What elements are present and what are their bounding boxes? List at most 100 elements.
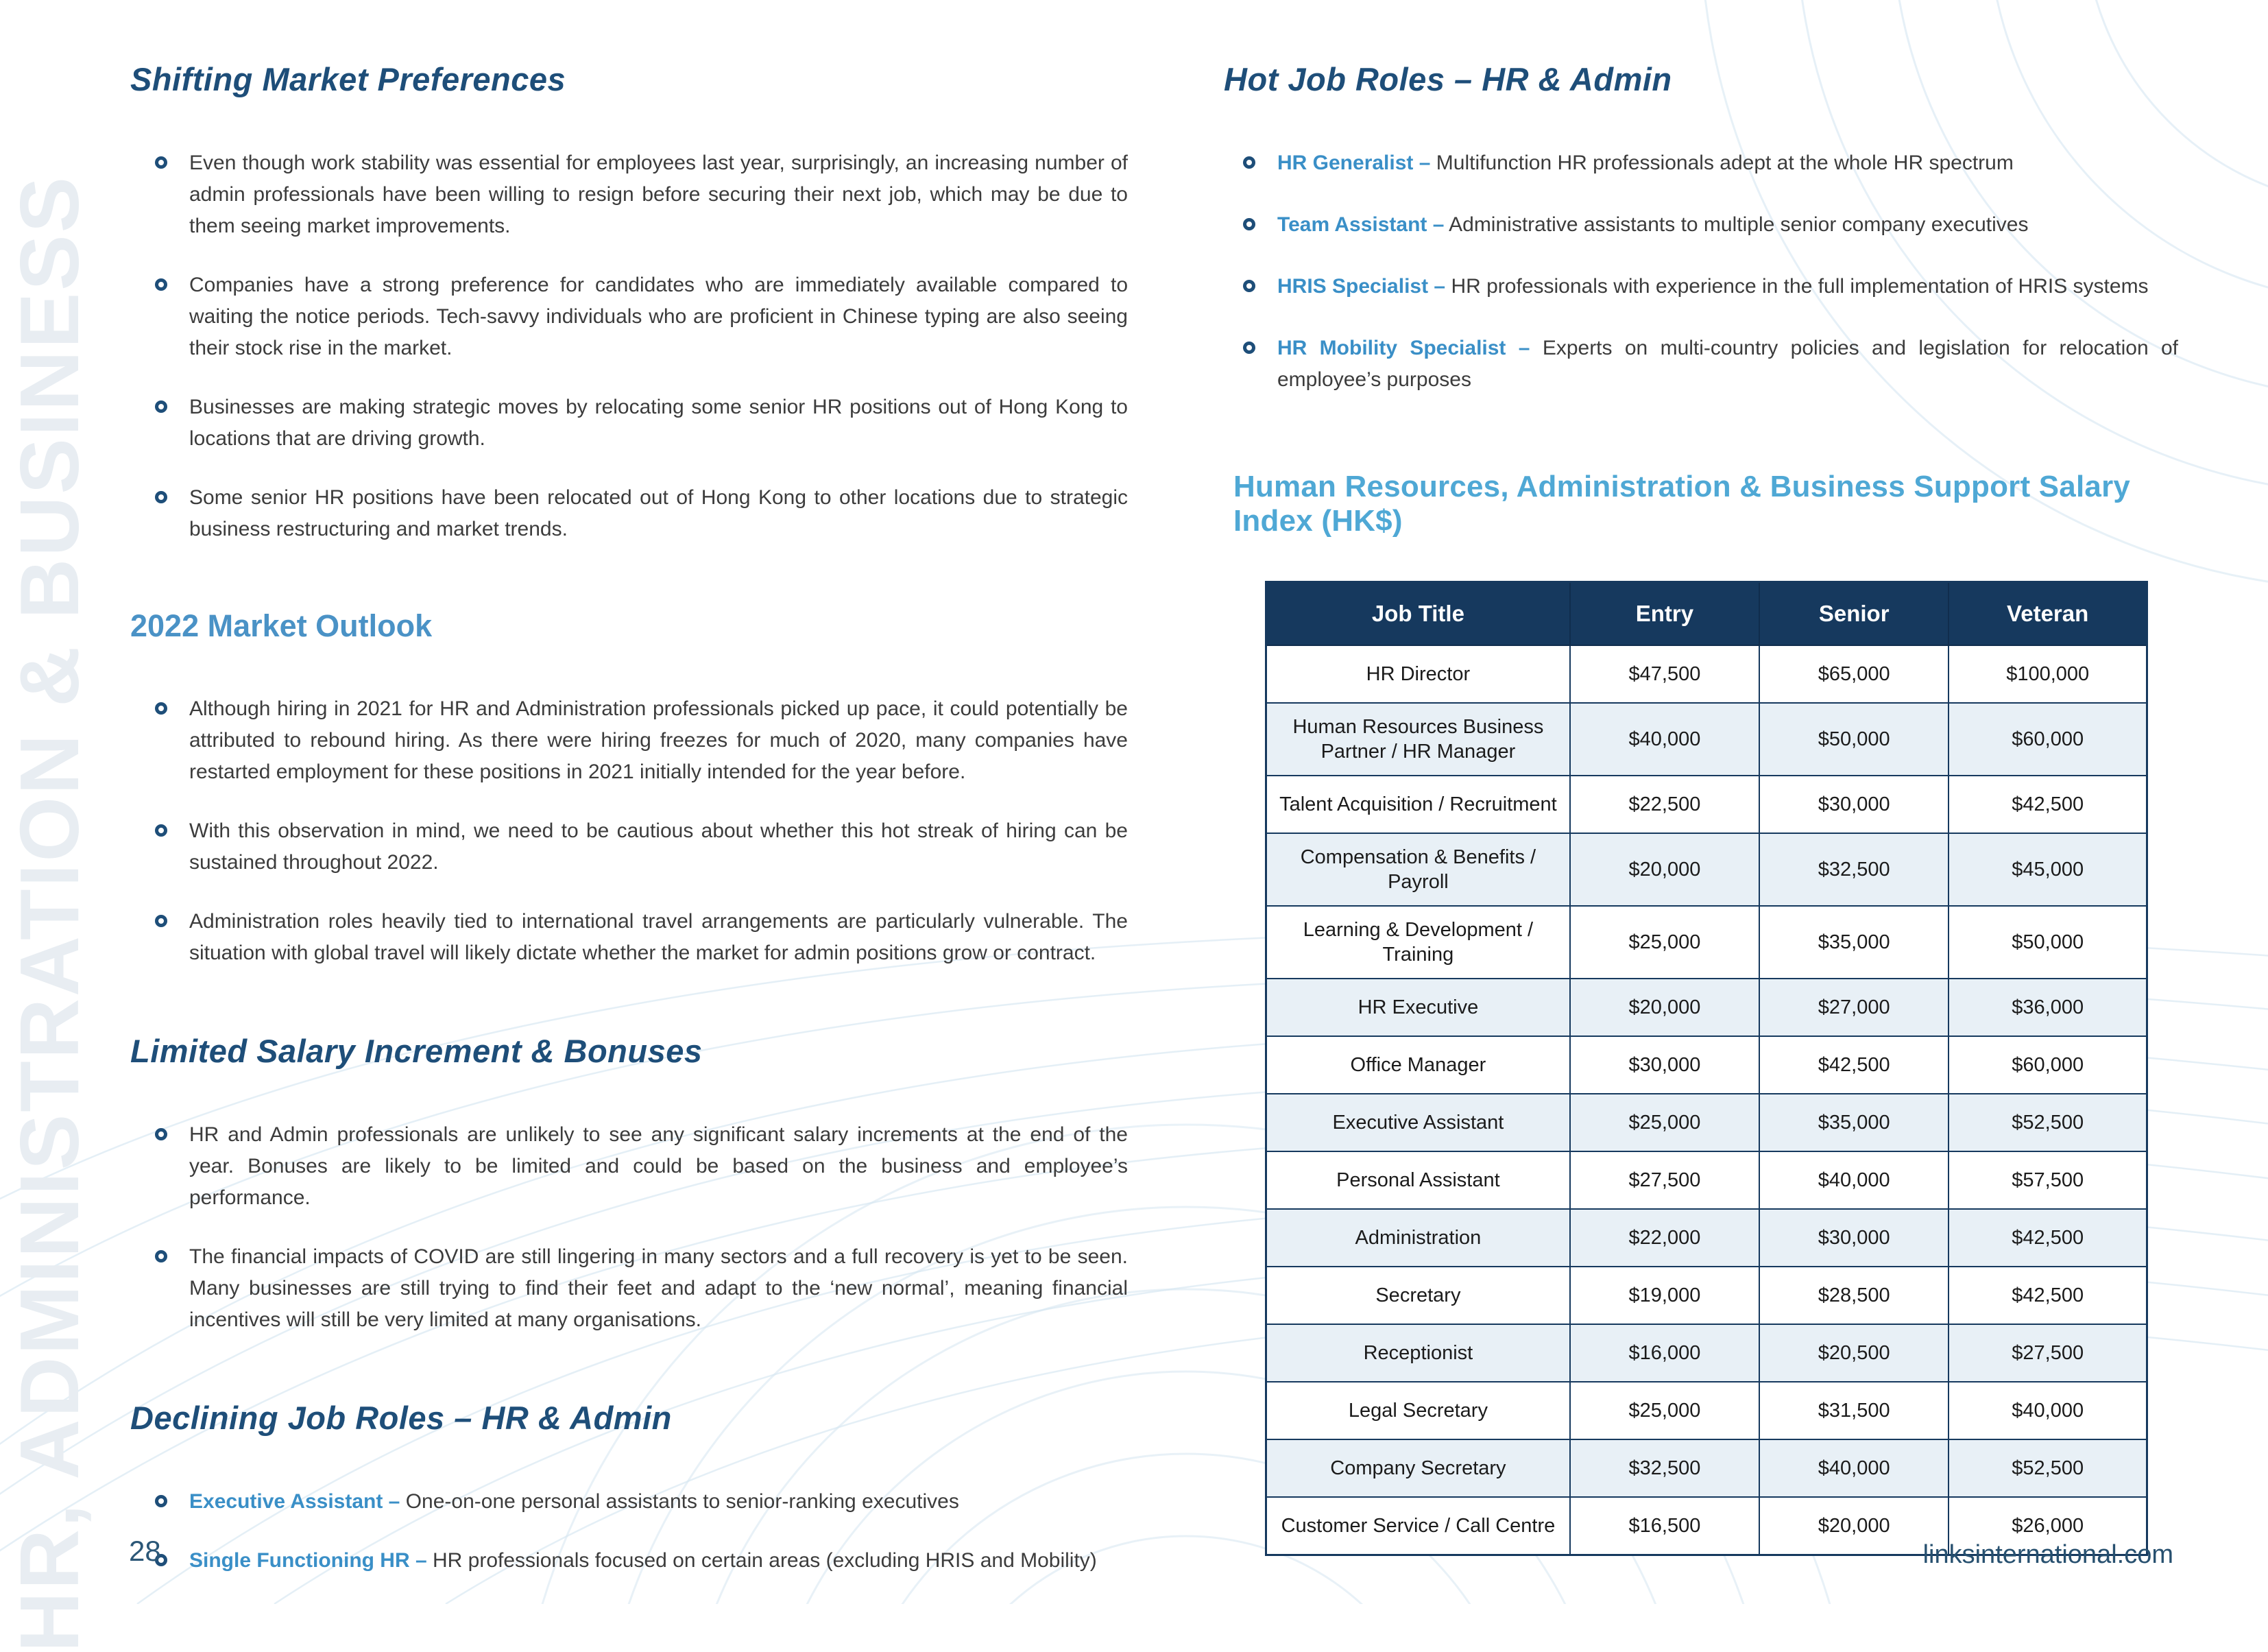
bullet-text: HR and Admin professionals are unlikely … bbox=[189, 1123, 1128, 1209]
list-item: Companies have a strong preference for c… bbox=[155, 270, 1128, 364]
bullet-ring-icon bbox=[155, 1554, 167, 1566]
list-item: HR Generalist – Multifunction HR profess… bbox=[1243, 147, 2178, 179]
column-header-veteran: Veteran bbox=[1948, 581, 2148, 646]
bullet-text: With this observation in mind, we need t… bbox=[189, 819, 1128, 874]
veteran-salary-cell: $36,000 bbox=[1948, 978, 2148, 1037]
entry-salary-cell: $25,000 bbox=[1569, 905, 1761, 979]
salary-index-title: Human Resources, Administration & Busine… bbox=[1233, 470, 2131, 538]
job-title-cell: Compensation & Benefits / Payroll bbox=[1265, 833, 1571, 907]
section-title: 2022 Market Outlook bbox=[130, 608, 433, 643]
section-title: Shifting Market Preferences bbox=[130, 61, 566, 97]
entry-salary-cell: $19,000 bbox=[1569, 1266, 1761, 1325]
bullet-text: Single Functioning HR – HR professionals… bbox=[189, 1545, 1128, 1577]
section-limited-salary-increment: Limited Salary Increment & Bonuses HR an… bbox=[130, 1032, 1128, 1336]
job-title-cell: Legal Secretary bbox=[1265, 1381, 1571, 1440]
table-row: Legal Secretary $25,000 $31,500 $40,000 bbox=[1265, 1381, 2148, 1440]
veteran-salary-cell: $27,500 bbox=[1948, 1324, 2148, 1382]
bullet-list: Even though work stability was essential… bbox=[130, 147, 1128, 545]
page-number: 28 bbox=[129, 1535, 161, 1567]
bullet-ring-icon bbox=[155, 1495, 167, 1507]
senior-salary-cell: $40,000 bbox=[1759, 1439, 1950, 1498]
veteran-salary-cell: $52,500 bbox=[1948, 1439, 2148, 1498]
job-title-cell: Receptionist bbox=[1265, 1324, 1571, 1382]
bullet-text: Team Assistant – Administrative assistan… bbox=[1277, 209, 2178, 241]
senior-salary-cell: $30,000 bbox=[1759, 1208, 1950, 1267]
footer-website-link[interactable]: linksinternational.com bbox=[1922, 1540, 2173, 1569]
entry-salary-cell: $22,000 bbox=[1569, 1208, 1761, 1267]
job-title-cell: Human Resources Business Partner / HR Ma… bbox=[1265, 702, 1571, 776]
entry-salary-cell: $40,000 bbox=[1569, 702, 1761, 776]
role-lead-in: HR Generalist – bbox=[1277, 152, 1431, 174]
list-item: HRIS Specialist – HR professionals with … bbox=[1243, 271, 2178, 302]
job-title-cell: Talent Acquisition / Recruitment bbox=[1265, 775, 1571, 834]
role-description: Multifunction HR professionals adept at … bbox=[1436, 152, 2014, 174]
senior-salary-cell: $28,500 bbox=[1759, 1266, 1950, 1325]
table-row: Customer Service / Call Centre $16,500 $20… bbox=[1265, 1496, 2148, 1556]
section-declining-job-roles: Declining Job Roles – HR & Admin Executi… bbox=[130, 1399, 1128, 1577]
entry-salary-cell: $16,000 bbox=[1569, 1324, 1761, 1382]
sidebar-vertical-watermark: HR, ADMINISTRATION & BUSINESS bbox=[3, 174, 96, 1652]
bullet-ring-icon bbox=[155, 915, 167, 927]
table-row: Receptionist $16,000 $20,500 $27,500 bbox=[1265, 1324, 2148, 1382]
list-item: Administration roles heavily tied to int… bbox=[155, 906, 1128, 969]
bullet-ring-icon bbox=[155, 824, 167, 837]
table-row: Human Resources Business Partner / HR Ma… bbox=[1265, 702, 2148, 776]
bullet-ring-icon bbox=[155, 278, 167, 291]
left-column: Shifting Market Preferences Even though … bbox=[130, 60, 1128, 1577]
role-description: HR professionals focused on certain area… bbox=[433, 1549, 1097, 1572]
section-title: Hot Job Roles – HR & Admin bbox=[1224, 61, 1672, 97]
senior-salary-cell: $32,500 bbox=[1759, 833, 1950, 907]
bullet-ring-icon bbox=[1243, 342, 1255, 354]
table-row: Secretary $19,000 $28,500 $42,500 bbox=[1265, 1266, 2148, 1325]
veteran-salary-cell: $45,000 bbox=[1948, 833, 2148, 907]
senior-salary-cell: $30,000 bbox=[1759, 775, 1950, 834]
section-title: Declining Job Roles – HR & Admin bbox=[130, 1400, 672, 1436]
senior-salary-cell: $20,500 bbox=[1759, 1324, 1950, 1382]
job-title-cell: Executive Assistant bbox=[1265, 1093, 1571, 1152]
entry-salary-cell: $20,000 bbox=[1569, 833, 1761, 907]
job-title-cell: Customer Service / Call Centre bbox=[1265, 1496, 1571, 1556]
veteran-salary-cell: $100,000 bbox=[1948, 645, 2148, 704]
bullet-text: HR Generalist – Multifunction HR profess… bbox=[1277, 147, 2178, 179]
list-item: With this observation in mind, we need t… bbox=[155, 815, 1128, 878]
list-item: Although hiring in 2021 for HR and Admin… bbox=[155, 693, 1128, 788]
bullet-text: Businesses are making strategic moves by… bbox=[189, 396, 1128, 450]
bullet-ring-icon bbox=[155, 156, 167, 169]
column-header-senior: Senior bbox=[1759, 581, 1950, 646]
entry-salary-cell: $20,000 bbox=[1569, 978, 1761, 1037]
veteran-salary-cell: $50,000 bbox=[1948, 905, 2148, 979]
job-title-cell: Administration bbox=[1265, 1208, 1571, 1267]
role-description: HR professionals with experience in the … bbox=[1451, 275, 2149, 298]
section-title: Limited Salary Increment & Bonuses bbox=[130, 1033, 703, 1069]
salary-index-table: Job Title Entry Senior Veteran HR Direct… bbox=[1265, 581, 2148, 1556]
role-description: One-on-one personal assistants to senior… bbox=[405, 1490, 959, 1513]
job-title-cell: Personal Assistant bbox=[1265, 1151, 1571, 1210]
veteran-salary-cell: $42,500 bbox=[1948, 1208, 2148, 1267]
bullet-list: Executive Assistant – One-on-one persona… bbox=[130, 1486, 1128, 1577]
table-header-row: Job Title Entry Senior Veteran bbox=[1265, 581, 2148, 646]
veteran-salary-cell: $52,500 bbox=[1948, 1093, 2148, 1152]
bullet-ring-icon bbox=[155, 1250, 167, 1262]
list-item: HR Mobility Specialist – Experts on mult… bbox=[1243, 333, 2178, 396]
entry-salary-cell: $25,000 bbox=[1569, 1381, 1761, 1440]
senior-salary-cell: $42,500 bbox=[1759, 1036, 1950, 1094]
bullet-text: Even though work stability was essential… bbox=[189, 152, 1128, 237]
table-row: HR Executive $20,000 $27,000 $36,000 bbox=[1265, 978, 2148, 1037]
entry-salary-cell: $32,500 bbox=[1569, 1439, 1761, 1498]
table-row: HR Director $47,500 $65,000 $100,000 bbox=[1265, 645, 2148, 704]
bullet-ring-icon bbox=[155, 400, 167, 413]
veteran-salary-cell: $42,500 bbox=[1948, 1266, 2148, 1325]
entry-salary-cell: $16,500 bbox=[1569, 1496, 1761, 1556]
section-hot-job-roles: Hot Job Roles – HR & Admin HR Generalist… bbox=[1224, 60, 2178, 396]
veteran-salary-cell: $40,000 bbox=[1948, 1381, 2148, 1440]
table-row: Talent Acquisition / Recruitment $22,500 $… bbox=[1265, 775, 2148, 834]
bullet-text: The financial impacts of COVID are still… bbox=[189, 1245, 1128, 1331]
role-lead-in: Executive Assistant – bbox=[189, 1490, 400, 1513]
table-row: Compensation & Benefits / Payroll $20,000… bbox=[1265, 833, 2148, 907]
role-lead-in: Single Functioning HR – bbox=[189, 1549, 427, 1572]
bullet-text: Executive Assistant – One-on-one persona… bbox=[189, 1486, 1128, 1518]
section-2022-market-outlook: 2022 Market Outlook Although hiring in 2… bbox=[130, 608, 1128, 969]
bullet-ring-icon bbox=[1243, 280, 1255, 292]
senior-salary-cell: $27,000 bbox=[1759, 978, 1950, 1037]
job-title-cell: HR Director bbox=[1265, 645, 1571, 704]
